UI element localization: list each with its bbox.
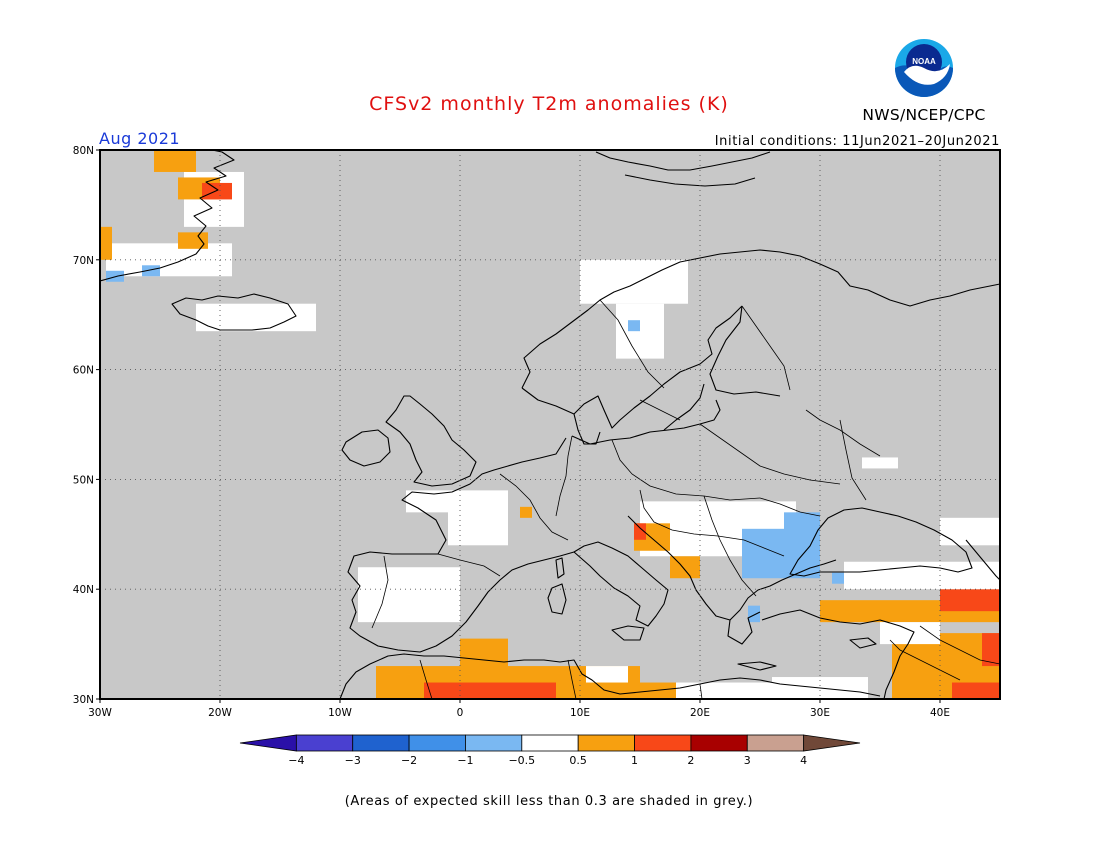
anomaly-cell-2	[100, 226, 112, 260]
anomaly-cell-35	[676, 682, 772, 699]
coastlines	[100, 150, 1000, 699]
anomaly-cell-19	[784, 512, 820, 535]
anomaly-cell-10	[580, 259, 688, 304]
anomaly-cell-20	[748, 605, 760, 623]
anomaly-cell-29	[982, 633, 1000, 667]
anomaly-cell-3	[154, 150, 196, 172]
country-borders	[371, 299, 1000, 699]
colorbar-swatch-3	[408, 734, 466, 752]
colorbar-arrow-low	[239, 734, 297, 752]
colorbar-label-2: −2	[401, 754, 417, 767]
tick-label-lat-4: 70N	[73, 255, 94, 267]
colorbar-label-0: −4	[288, 754, 304, 767]
anomaly-cell-12	[628, 320, 640, 332]
anomaly-shading	[100, 150, 1000, 699]
colorbar-arrow-high	[803, 734, 861, 752]
map-panel: 30W 20W 10W 0 10E 20E 30E 40E 30N 40N 50N 60N 70N 80N	[73, 145, 1001, 719]
colorbar-label-9: 4	[800, 754, 807, 767]
anomaly-cell-24	[634, 523, 646, 540]
forecast-month: Aug 2021	[99, 129, 180, 148]
axis-ticks: 30W 20W 10W 0 10E 20E 30E 40E 30N 40N 50N 60N 70N 80N	[73, 145, 950, 719]
anomaly-cell-18	[742, 528, 820, 579]
tick-label-lon-0: 30W	[88, 707, 112, 719]
tick-label-lon-6: 30E	[810, 707, 830, 719]
map-title: CFSv2 monthly T2m anomalies (K)	[369, 93, 729, 115]
tick-label-lat-1: 40N	[73, 584, 94, 596]
colorbar-label-1: −3	[345, 754, 361, 767]
anomaly-cell-39	[862, 457, 898, 469]
colorbar-swatch-5	[521, 734, 579, 752]
noaa-logo-text: NOAA	[912, 57, 936, 66]
tick-label-lat-5: 80N	[73, 145, 94, 157]
colorbar-label-3: −1	[457, 754, 473, 767]
colorbar-swatch-6	[577, 734, 635, 752]
colorbar-swatch-2	[352, 734, 410, 752]
tick-label-lat-0: 30N	[73, 694, 94, 706]
colorbar-swatch-4	[465, 734, 523, 752]
colorbar-swatch-1	[295, 734, 354, 752]
colorbar-swatch-8	[690, 734, 748, 752]
tick-label-lon-7: 40E	[930, 707, 950, 719]
colorbar-label-7: 2	[687, 754, 694, 767]
org-label: NWS/NCEP/CPC	[862, 106, 985, 124]
anomaly-cell-5	[178, 232, 208, 249]
anomaly-cell-9	[196, 303, 316, 332]
colorbar-swatch-7	[634, 734, 692, 752]
tick-label-lat-3: 60N	[73, 365, 94, 377]
colorbar-label-6: 1	[631, 754, 638, 767]
anomaly-cell-34	[586, 666, 628, 683]
anomaly-cell-6	[202, 182, 232, 200]
anomaly-cell-37	[880, 622, 940, 645]
anomaly-cell-0	[106, 243, 232, 277]
anomaly-cell-33	[640, 682, 676, 699]
tick-label-lon-3: 0	[457, 707, 464, 719]
noaa-logo: NOAA	[895, 39, 953, 97]
anomaly-cell-31	[424, 682, 556, 699]
tick-label-lon-2: 10W	[328, 707, 352, 719]
map-frame	[99, 149, 1001, 700]
anomaly-cell-15	[520, 506, 532, 518]
colorbar-label-8: 3	[744, 754, 751, 767]
anomaly-cell-7	[142, 265, 160, 277]
colorbar-label-4: −0.5	[508, 754, 535, 767]
graticule	[100, 150, 1000, 699]
initial-conditions: Initial conditions: 11Jun2021–20Jun2021	[715, 134, 1000, 149]
anomaly-cell-28	[952, 682, 1000, 699]
anomaly-cell-23	[670, 556, 700, 579]
anomaly-cell-16	[358, 567, 460, 623]
tick-label-lon-5: 20E	[690, 707, 710, 719]
colorbar: −4 −3 −2 −1 −0.5 0.5 1 2 3 4	[239, 734, 861, 767]
colorbar-swatch-9	[746, 734, 805, 752]
tick-label-lon-4: 10E	[570, 707, 590, 719]
anomaly-cell-32	[460, 638, 508, 672]
anomaly-cell-27	[940, 589, 1000, 612]
anomaly-cell-13	[448, 490, 508, 546]
colorbar-label-5: 0.5	[569, 754, 587, 767]
anomaly-cell-40	[940, 517, 1000, 546]
skill-footnote: (Areas of expected skill less than 0.3 a…	[345, 794, 753, 809]
tick-label-lon-1: 20W	[208, 707, 232, 719]
tick-label-lat-2: 50N	[73, 474, 94, 486]
